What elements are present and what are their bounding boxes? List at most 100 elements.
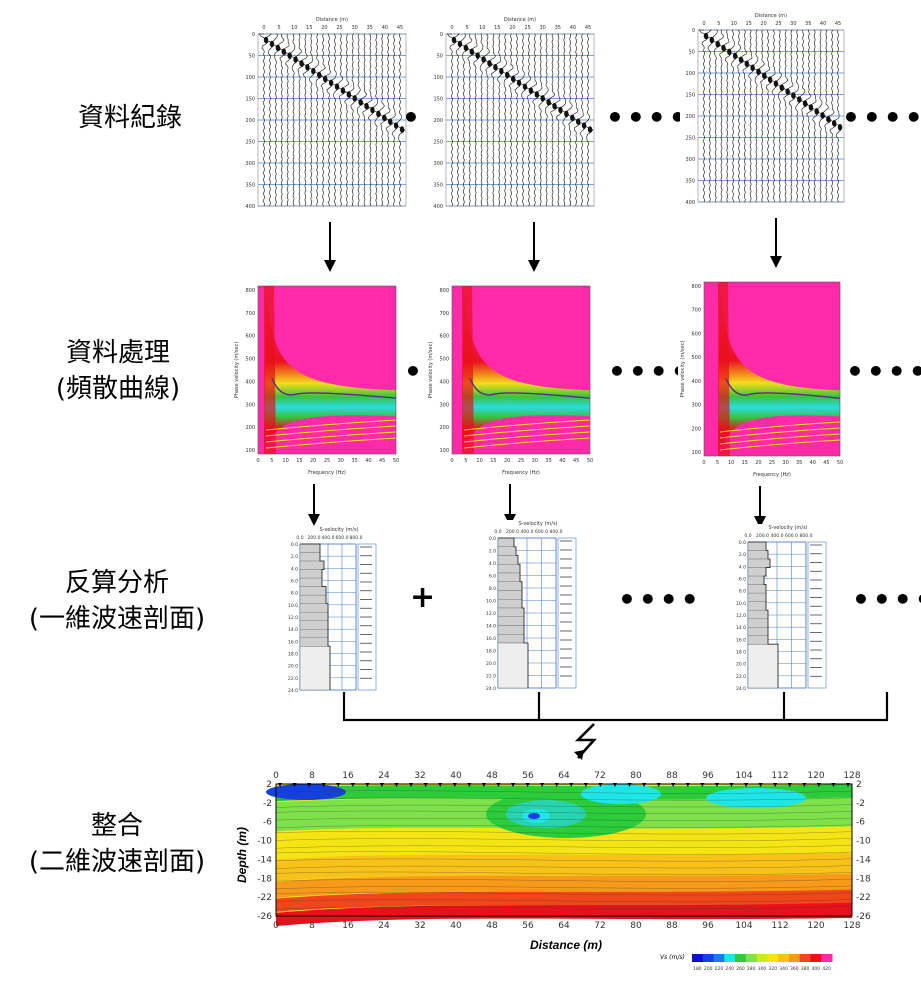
colorbar-tick: 340 [779, 966, 788, 972]
trace-peak [340, 87, 346, 94]
y-tick-label: 14.0 [486, 624, 496, 630]
y-tick-label: 4.0 [739, 564, 746, 570]
y-tick-label: 250 [685, 136, 695, 142]
x-tick-label: 88 [666, 921, 678, 931]
y-tick-label: 50 [437, 54, 443, 60]
x-tick-label: 800.0 [550, 529, 563, 535]
y-tick-label: 0 [692, 28, 695, 34]
layer-fill [747, 592, 767, 602]
x-tick-label: 20 [504, 458, 510, 464]
x-tick-label: 50 [837, 460, 843, 466]
velocity-step-line [300, 543, 331, 690]
x-tick-label: 56 [522, 921, 534, 931]
down-arrow-icon [324, 222, 336, 272]
x-tick-label: 10 [291, 25, 297, 31]
x-tick-label: 40 [559, 458, 565, 464]
layer-fill [299, 629, 329, 638]
seismogram-panel: Distance (m) 0 5 10 15 20 25 30 35 40 45 0 50 100 150 2… [240, 14, 410, 210]
trace [347, 33, 357, 206]
colorbar-swatch [799, 954, 811, 962]
x-tick-label: 200.0 [756, 533, 769, 539]
y-tick-label: 20.0 [486, 661, 496, 667]
trace [548, 33, 558, 207]
higher-mode-curve [463, 431, 591, 443]
x-tick-label: 72 [594, 921, 605, 931]
trace [517, 33, 528, 207]
layer-fill [497, 564, 521, 574]
colorbar-scale: 180 200 220 240 260 280 300 320 340 360 380 400 420 [692, 954, 833, 972]
y-tick-label: 800 [691, 284, 701, 290]
y-tick-label: 400 [691, 379, 701, 385]
trace [342, 33, 352, 207]
x-tick-label: 30 [351, 25, 357, 31]
trace [329, 33, 340, 207]
x-tick-label: 5 [466, 25, 469, 31]
y-tick-label: 2.0 [291, 554, 298, 560]
x-tick-label: 10 [731, 21, 737, 27]
arrow-head [770, 256, 782, 268]
colorbar-tick: 300 [758, 966, 767, 972]
arrow-head [308, 514, 320, 526]
trace-peak [797, 96, 802, 103]
velocity-profile-plot: S-velocity (m/s) 0.0 200.0 400.0 600.0 800.0 0… [486, 521, 577, 692]
y-tick-label: 700 [245, 311, 255, 317]
trace [559, 33, 570, 207]
plot-title: S-velocity (m/s) [518, 521, 557, 527]
trace-peak [499, 67, 504, 75]
lightning-icon [574, 723, 597, 760]
y-tick-label: 150 [245, 97, 255, 103]
y-tick-label: 18.0 [736, 650, 746, 656]
y-tick-label: 500 [691, 355, 701, 361]
contour-line [275, 865, 853, 869]
y-tick-label: 300 [439, 402, 449, 408]
dispersion-low-freq [462, 286, 474, 454]
trace-peak [481, 56, 486, 63]
trace [324, 33, 334, 207]
layer-fill [299, 577, 323, 587]
section-xlabel: Distance (m) [530, 938, 603, 952]
colorbar-tick: 320 [768, 966, 777, 972]
y-tick-label: 200 [433, 118, 443, 124]
row-label-line: (頻散曲線) [55, 374, 181, 404]
plot-frame [257, 285, 397, 455]
x-tick-label: 40 [570, 25, 576, 31]
x-tick-label: 15 [742, 460, 748, 466]
trace [571, 33, 581, 207]
y-tick-label: 200 [691, 426, 701, 432]
trace [371, 33, 382, 207]
trace [365, 33, 375, 207]
colorbar: Vs (m/s) 180 200 220 240 260 280 300 320 340 360 3… [660, 952, 850, 980]
trace-peak [738, 56, 744, 63]
y-tick-label: 10.0 [486, 599, 496, 605]
y-tick-label: 100 [691, 450, 701, 456]
layer-fill [299, 543, 321, 553]
seismogram-panel: Distance (m) 0 5 10 15 20 25 30 35 40 45 0 50 100 150 2… [428, 14, 598, 210]
x-tick-label: 10 [479, 25, 485, 31]
x-tick-label-top: 80 [630, 771, 642, 781]
trace [792, 29, 803, 203]
y-tick-label: 300 [245, 402, 255, 408]
x-tick-label: 5 [464, 458, 467, 464]
y-tick-label: 0.0 [291, 542, 298, 548]
separator-dots: •••• [846, 355, 921, 388]
trace [488, 33, 498, 207]
x-tick-label: 400.0 [771, 533, 784, 539]
y-tick-label: 2.0 [739, 552, 746, 558]
x-tick-label: 600.0 [336, 535, 349, 541]
velocity-band [276, 826, 852, 859]
layer-fill [747, 635, 769, 645]
trace-peak [399, 126, 405, 133]
colorbar-swatch [745, 954, 758, 962]
dispersion-low-freq [718, 282, 730, 456]
x-tick-label: 35 [555, 25, 561, 31]
low-velocity-zone [581, 784, 661, 804]
x-tick-label: 96 [702, 921, 714, 931]
x-tick-label: 600.0 [535, 529, 548, 535]
down-arrow-icon [754, 486, 766, 528]
low-velocity-core [528, 813, 540, 819]
trace [553, 33, 563, 207]
higher-mode-curve [719, 433, 841, 445]
x-tick-label: 15 [745, 21, 751, 27]
separator-plus: + [410, 580, 439, 615]
